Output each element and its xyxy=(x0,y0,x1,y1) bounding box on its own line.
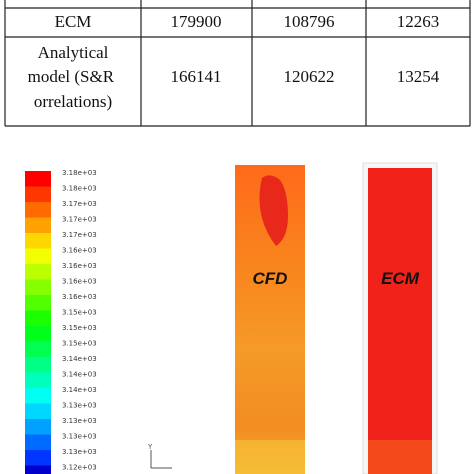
colorbar: 3.18e+03 3.18e+03 3.17e+03 3.17e+03 3.17e+03… xyxy=(25,169,97,474)
colorbar-label: 3.15e+03 xyxy=(62,309,97,317)
colorbar-swatch xyxy=(25,248,51,265)
colorbar-swatch xyxy=(25,217,51,234)
colorbar-label: 3.16e+03 xyxy=(62,262,97,270)
table-cell: 13254 xyxy=(397,67,440,86)
colorbar-label: 3.13e+03 xyxy=(62,433,97,441)
colorbar-label: 3.17e+03 xyxy=(62,216,97,224)
colorbar-swatch xyxy=(25,403,51,420)
colorbar-label: 3.18e+03 xyxy=(62,169,97,177)
table-cell: 12263 xyxy=(397,12,440,31)
colorbar-label: 3.13e+03 xyxy=(62,417,97,425)
colorbar-swatch xyxy=(25,372,51,389)
colorbar-swatch xyxy=(25,202,51,218)
colorbar-swatch xyxy=(25,341,51,358)
colorbar-label: 3.15e+03 xyxy=(62,324,97,332)
colorbar-swatch xyxy=(25,465,51,474)
colorbar-swatch xyxy=(25,310,51,327)
colorbar-label: 3.13e+03 xyxy=(62,448,97,456)
ecm-contour xyxy=(368,168,432,474)
colorbar-swatch xyxy=(25,171,51,187)
colorbar-swatch xyxy=(25,388,51,404)
colorbar-swatch xyxy=(25,264,51,280)
colorbar-label: 3.15e+03 xyxy=(62,340,97,348)
image-label: CFD xyxy=(253,269,288,288)
colorbar-label: 3.17e+03 xyxy=(62,200,97,208)
colorbar-label: 3.17e+03 xyxy=(62,231,97,239)
colorbar-swatch xyxy=(25,419,51,435)
colorbar-label: 3.12e+03 xyxy=(62,464,97,472)
cfd-hotspot xyxy=(259,175,288,246)
colorbar-label: 3.16e+03 xyxy=(62,293,97,301)
table-cell: 179900 xyxy=(171,12,222,31)
colorbar-swatch xyxy=(25,357,51,373)
colorbar-swatch xyxy=(25,186,51,203)
colorbar-swatch xyxy=(25,434,51,451)
table-cell: 120622 xyxy=(284,67,335,86)
table-cell: Analytical model (S&R orrelations) xyxy=(28,43,119,111)
colorbar-label: 3.14e+03 xyxy=(62,386,97,394)
colorbar-label: 3.16e+03 xyxy=(62,278,97,286)
colorbar-swatch xyxy=(25,279,51,296)
table-cell: ECM xyxy=(55,12,92,31)
cfd-bottom xyxy=(235,440,305,474)
colorbar-label: 3.16e+03 xyxy=(62,247,97,255)
table xyxy=(4,0,471,127)
colorbar-label: 3.13e+03 xyxy=(62,402,97,410)
colorbar-label: 3.18e+03 xyxy=(62,185,97,193)
colorbar-swatch xyxy=(25,295,51,311)
ecm-bottom xyxy=(368,440,432,474)
axis-triad xyxy=(150,450,172,469)
colorbar-label: 3.14e+03 xyxy=(62,355,97,363)
colorbar-label: 3.14e+03 xyxy=(62,371,97,379)
table-cell: 108796 xyxy=(284,12,335,31)
colorbar-swatch xyxy=(25,233,51,249)
axis-label: Y xyxy=(147,443,153,451)
colorbar-swatch xyxy=(25,450,51,466)
colorbar-swatch xyxy=(25,326,51,342)
table-cell: 166141 xyxy=(171,67,222,86)
image-label: ECM xyxy=(381,269,420,288)
